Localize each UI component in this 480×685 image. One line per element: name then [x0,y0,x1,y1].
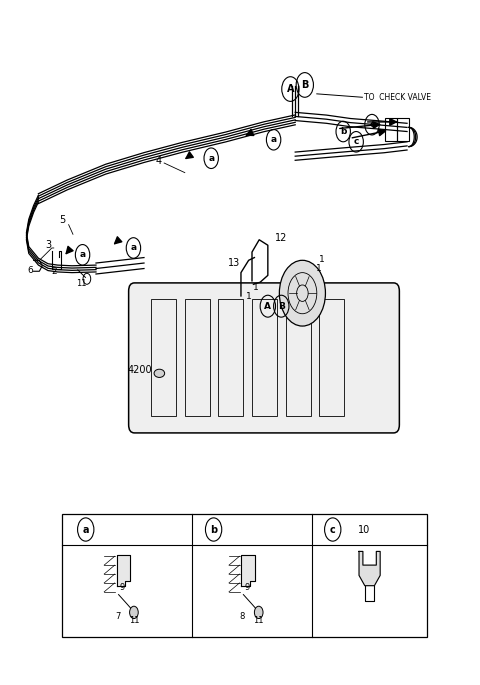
Text: 11: 11 [253,616,264,625]
Text: A: A [264,301,271,311]
Text: 1: 1 [246,292,252,301]
Bar [319,299,344,416]
Text: 10: 10 [358,525,370,534]
Text: B: B [278,301,285,311]
Text: 2: 2 [51,267,57,276]
Text: 11: 11 [129,616,139,625]
Text: 1: 1 [253,284,259,292]
Text: 9: 9 [120,584,125,593]
Text: A: A [287,84,294,94]
Text: B: B [301,80,309,90]
Text: TO  CHECK VALVE: TO CHECK VALVE [364,92,431,102]
Text: 4200: 4200 [128,365,153,375]
Text: 8: 8 [240,612,245,621]
Bar [62,514,427,637]
Text: 7: 7 [115,612,120,621]
Bar [185,299,210,416]
Circle shape [279,260,325,326]
Text: c: c [330,525,336,534]
Bar [252,299,277,416]
Bar [151,299,176,416]
Text: a: a [208,153,214,163]
Circle shape [130,606,138,619]
Text: 11: 11 [76,279,87,288]
Text: 1: 1 [316,264,322,273]
Text: 9: 9 [245,584,250,593]
Text: 5: 5 [59,214,66,225]
Text: 4: 4 [156,156,161,166]
Circle shape [254,606,263,619]
Text: c: c [369,120,375,129]
Polygon shape [241,555,255,586]
Text: 13: 13 [228,258,240,268]
Text: c: c [353,137,359,147]
Text: 1: 1 [319,255,325,264]
Text: a: a [131,243,136,253]
Bar [286,299,311,416]
Text: 6: 6 [27,266,33,275]
Text: a: a [80,250,85,260]
Text: b: b [340,127,347,136]
FancyBboxPatch shape [129,283,399,433]
Text: 3: 3 [45,240,51,250]
Ellipse shape [154,369,165,377]
Polygon shape [359,551,380,586]
Polygon shape [117,555,130,586]
Bar [218,299,243,416]
Text: b: b [210,525,217,534]
Text: a: a [83,525,89,534]
Text: 12: 12 [275,233,287,243]
Text: a: a [271,135,276,145]
